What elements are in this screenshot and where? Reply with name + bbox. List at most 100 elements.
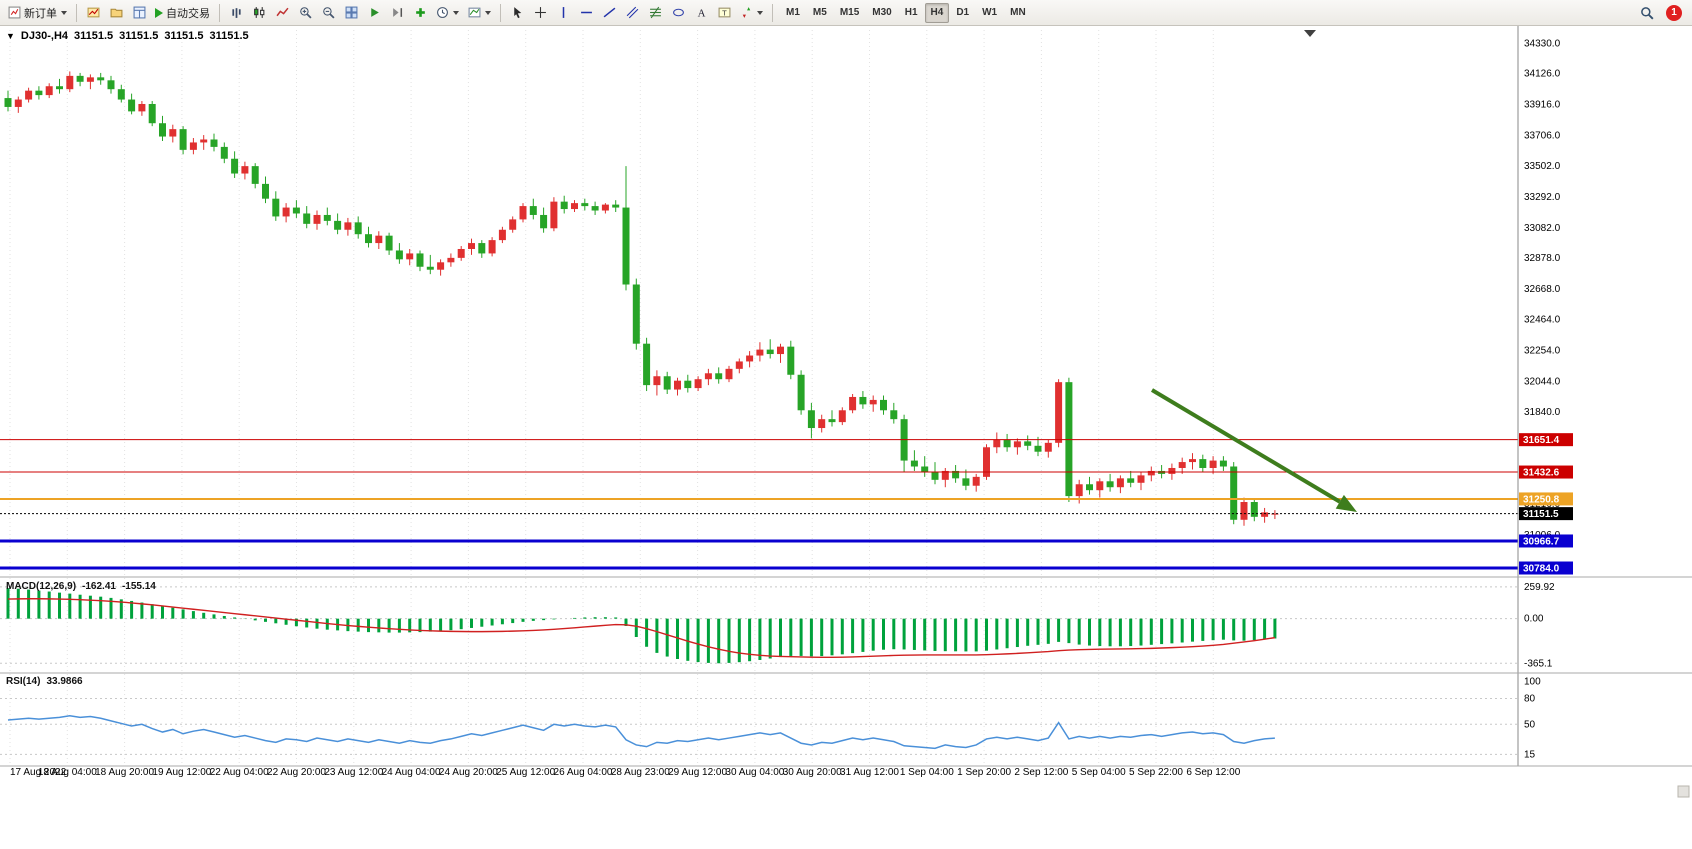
- candle-body: [179, 129, 187, 150]
- timeframe-button-M30[interactable]: M30: [866, 3, 897, 23]
- trend-arrow-annotation[interactable]: [1150, 388, 1357, 512]
- auto-scroll-button[interactable]: [363, 2, 385, 24]
- periods-button[interactable]: [432, 2, 463, 24]
- dropdown-arrow-icon: [453, 10, 459, 15]
- candle-body: [272, 198, 280, 217]
- zoom-out-button[interactable]: [317, 2, 339, 24]
- candle-body: [1147, 470, 1155, 476]
- candle-body: [1189, 459, 1196, 463]
- candle-body: [1024, 441, 1032, 446]
- timeframe-button-M15[interactable]: M15: [834, 3, 865, 23]
- crosshair-button[interactable]: [529, 2, 551, 24]
- timeframe-button-MN[interactable]: MN: [1004, 3, 1032, 23]
- candle-body: [1209, 460, 1217, 468]
- price-axis-tick: 33706.0: [1524, 131, 1561, 142]
- candle-body: [478, 243, 486, 254]
- search-button[interactable]: [1636, 2, 1658, 24]
- trendline-button[interactable]: [598, 2, 620, 24]
- candle-body: [426, 266, 434, 270]
- price-axis-tick: 33502.0: [1524, 161, 1561, 172]
- timeframe-button-H1[interactable]: H1: [899, 3, 924, 23]
- horizontal-line-button[interactable]: [575, 2, 597, 24]
- text-button[interactable]: A: [690, 2, 712, 24]
- candle-body: [1013, 441, 1021, 448]
- bar-chart-button[interactable]: [225, 2, 247, 24]
- text-label-button[interactable]: T: [713, 2, 735, 24]
- rsi-indicator-label: RSI(14) 33.9866: [6, 676, 83, 687]
- channel-button[interactable]: [621, 2, 643, 24]
- new-chart-button[interactable]: [82, 2, 104, 24]
- candle-body: [1044, 442, 1052, 452]
- add-indicator-button[interactable]: [409, 2, 431, 24]
- candle-body: [169, 129, 177, 137]
- vertical-line-button[interactable]: [552, 2, 574, 24]
- tile-windows-button[interactable]: [340, 2, 362, 24]
- candle-body: [1240, 502, 1248, 520]
- candlestick-chart-button[interactable]: [248, 2, 270, 24]
- shapes-button[interactable]: [667, 2, 689, 24]
- candle-body: [1219, 460, 1227, 467]
- time-axis-label: 17 Aug 2022: [10, 767, 67, 778]
- timeframe-button-M5[interactable]: M5: [807, 3, 833, 23]
- time-axis-label: 5 Sep 04:00: [1072, 767, 1126, 778]
- candle-body: [828, 419, 836, 423]
- timeframe-button-W1[interactable]: W1: [976, 3, 1003, 23]
- candle-body: [323, 214, 331, 221]
- cursor-icon: [513, 7, 521, 19]
- line-chart-button[interactable]: [271, 2, 293, 24]
- time-axis-label: 6 Sep 12:00: [1186, 767, 1240, 778]
- candle-body: [1250, 502, 1258, 517]
- candlestick-chart-icon: [253, 7, 264, 18]
- dropdown-arrow-icon: [485, 10, 491, 15]
- notification-badge[interactable]: 1: [1666, 4, 1682, 21]
- profiles-button[interactable]: [105, 2, 127, 24]
- timeframe-button-H4[interactable]: H4: [924, 2, 950, 23]
- candle-body: [406, 253, 414, 260]
- candle-body: [488, 240, 496, 254]
- candle-body: [189, 142, 197, 150]
- new-order-button[interactable]: 新订单: [4, 2, 71, 24]
- fibonacci-button[interactable]: [644, 2, 666, 24]
- resize-grip[interactable]: [1677, 785, 1690, 798]
- candle-body: [498, 229, 506, 241]
- bar-chart-icon: [231, 8, 241, 18]
- candle-body: [344, 222, 352, 230]
- chart-shift-icon: [392, 8, 402, 17]
- arrows-button[interactable]: [736, 2, 767, 24]
- line-chart-icon: [275, 7, 289, 17]
- candle-body: [529, 206, 537, 215]
- macd-scale-label: 0.00: [1524, 614, 1544, 625]
- candle-body: [354, 222, 362, 235]
- candle-body: [715, 373, 723, 380]
- candle-body: [313, 214, 321, 224]
- zoom-in-icon: [299, 7, 312, 19]
- candle-body: [838, 410, 846, 423]
- zoom-in-button[interactable]: [294, 2, 316, 24]
- data-window-button[interactable]: [128, 2, 150, 24]
- price-tag-label: 30966.7: [1523, 536, 1560, 547]
- autotrading-label: 自动交易: [166, 7, 210, 20]
- candle-body: [684, 380, 692, 389]
- oneclick-toggle-icon[interactable]: ▼: [6, 30, 15, 41]
- templates-button[interactable]: [464, 2, 495, 24]
- data-window-icon: [133, 6, 145, 19]
- rsi-name: RSI(14): [6, 676, 41, 687]
- candle-body: [251, 166, 259, 184]
- periods-icon: [437, 7, 448, 18]
- candle-body: [601, 204, 609, 211]
- rsi-scale-label: 15: [1524, 749, 1536, 760]
- autotrading-button[interactable]: 自动交易: [151, 2, 214, 24]
- chart-window[interactable]: 17 Aug 2022 18 Aug 04:00 18 Aug 20:00 19 Au…: [0, 26, 1692, 849]
- time-axis-label: 29 Aug 12:00: [668, 767, 727, 778]
- candle-body: [395, 250, 403, 260]
- candle-body: [468, 243, 475, 249]
- candle-body: [25, 90, 33, 100]
- candle-body: [1199, 459, 1207, 468]
- timeframe-button-M1[interactable]: M1: [780, 3, 806, 23]
- chart-shift-button[interactable]: [386, 2, 408, 24]
- timeframe-button-D1[interactable]: D1: [950, 3, 975, 23]
- cursor-button[interactable]: [506, 2, 528, 24]
- candle-body: [952, 470, 960, 479]
